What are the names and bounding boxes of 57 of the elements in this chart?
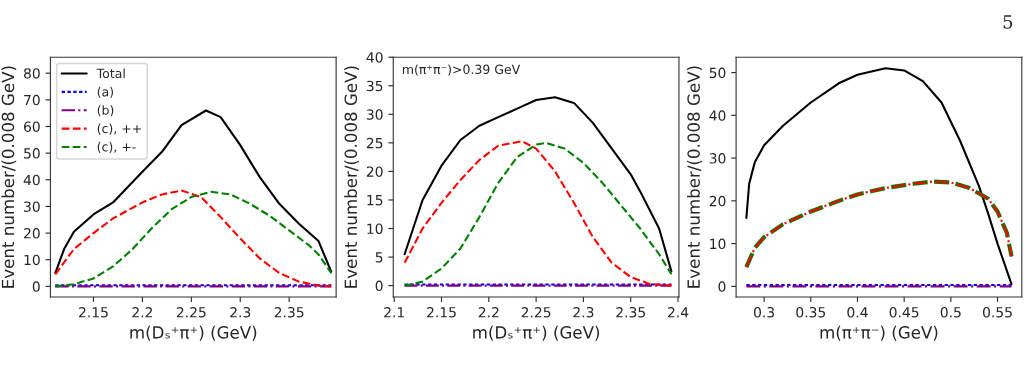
x-tick-label: 2.4 [667, 307, 689, 318]
y-tick-label: 20 [709, 195, 726, 207]
y-tick-label: 35 [366, 80, 383, 92]
x-tick-label: 2.35 [616, 307, 645, 318]
x-tick-label: 2.35 [274, 307, 304, 318]
y-tick-label: 0 [32, 281, 40, 292]
y-tick-label: 15 [367, 195, 383, 206]
y-tick-label: 30 [24, 201, 40, 212]
x-axis-title: m(Dₛ⁺π⁺) (GeV) [130, 325, 257, 341]
y-tick-label: 60 [24, 121, 40, 132]
x-tick-label: 2.15 [79, 307, 108, 318]
y-tick-label: 70 [24, 94, 40, 106]
x-tick-label: 2.25 [521, 307, 551, 318]
x-tick-label: 2.2 [478, 307, 499, 318]
y-tick-label: 40 [23, 174, 40, 186]
y-axis-title: Event number/(0.008 GeV) [1, 66, 17, 288]
x-tick-label: 0.5 [940, 307, 961, 318]
y-axis-title: Event number/(0.008 GeV) [344, 66, 360, 288]
text: 5 [1003, 15, 1013, 29]
y-axis-title: Event number/(0.008 GeV) [687, 66, 702, 288]
y-tick-label: 20 [366, 166, 383, 177]
x-tick-label: 0.3 [753, 307, 775, 318]
x-tick-label: 0.45 [889, 307, 919, 318]
y-tick-label: 0 [375, 280, 383, 292]
y-tick-label: 10 [367, 223, 383, 234]
x-tick-label: 2.25 [176, 307, 206, 318]
legend-label: (b) [97, 105, 114, 117]
y-tick-label: 10 [24, 254, 40, 266]
x-tick-label: 0.4 [847, 307, 868, 318]
x-tick-label: 0.55 [982, 307, 1012, 318]
y-tick-label: 40 [709, 110, 726, 121]
x-tick-label: 2.15 [427, 307, 456, 318]
x-tick-label: 2.1 [384, 307, 404, 318]
x-tick-label: 0.35 [796, 307, 826, 318]
legend-label: Total [96, 68, 125, 79]
y-tick-label: 30 [709, 153, 726, 164]
y-tick-label: 50 [709, 67, 726, 79]
y-tick-label: 10 [710, 238, 726, 250]
y-tick-label: 0 [718, 281, 726, 292]
y-tick-label: 40 [366, 52, 383, 63]
y-tick-label: 30 [366, 109, 383, 120]
y-tick-label: 50 [24, 148, 40, 159]
x-axis-title: m(Dₛ⁺π⁺) (GeV) [473, 325, 600, 341]
annotation: m(π⁺π⁻)>0.39 GeV [402, 64, 521, 76]
x-axis-title: m(π⁺π⁻) (GeV) [820, 325, 938, 341]
line-series [403, 96, 673, 273]
y-tick-label: 80 [23, 68, 40, 79]
legend-label: (c), ++ [97, 123, 141, 135]
y-tick-label: 20 [24, 228, 40, 239]
legend-label: (a) [97, 86, 114, 98]
x-tick-label: 2.3 [230, 307, 251, 318]
y-tick-label: 25 [366, 137, 383, 149]
y-tick-label: 5 [375, 252, 383, 263]
x-tick-label: 2.3 [573, 307, 594, 318]
legend-label: (c), +- [97, 141, 136, 153]
x-tick-label: 2.2 [132, 307, 153, 318]
line-series [745, 67, 1013, 286]
